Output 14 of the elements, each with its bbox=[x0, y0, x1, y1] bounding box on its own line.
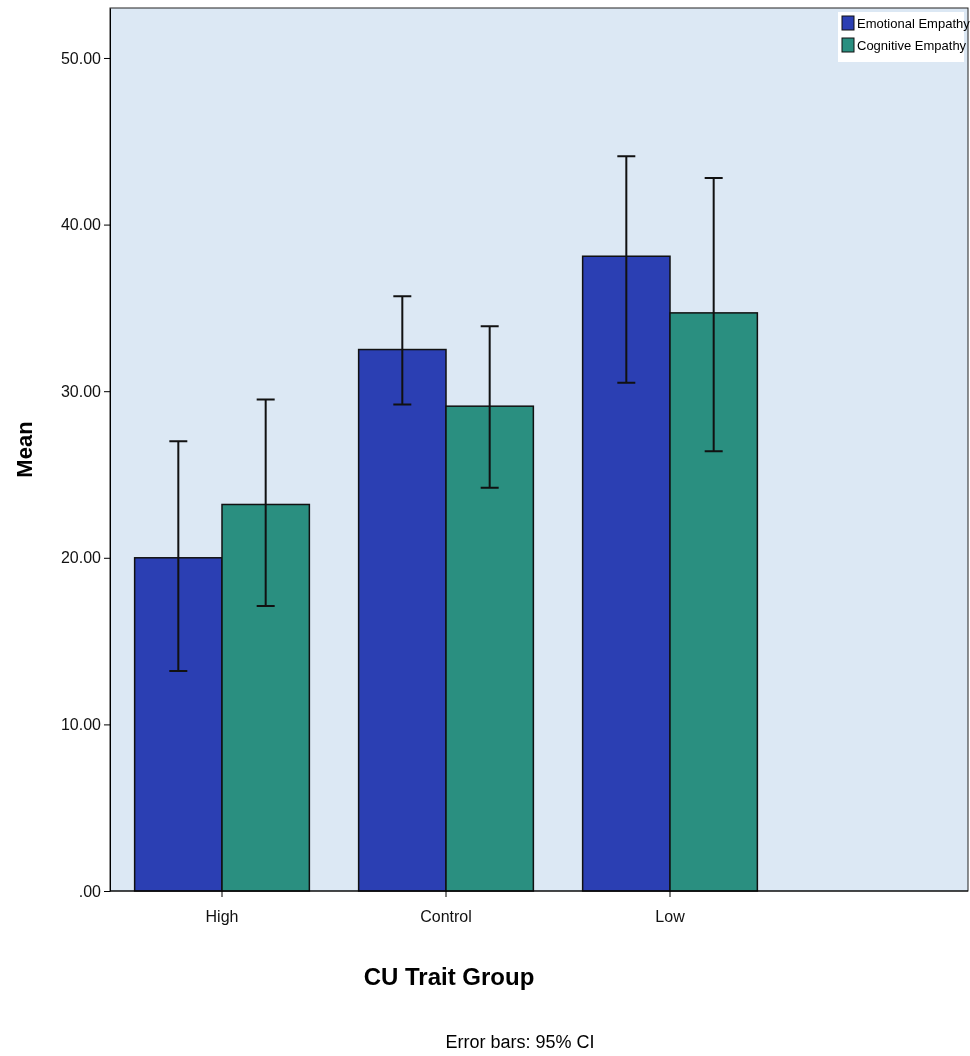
y-tick-label: 20.00 bbox=[60, 549, 102, 567]
legend-label: Emotional Empathy bbox=[857, 16, 970, 31]
x-tick-label: Low bbox=[655, 908, 686, 926]
y-tick-label: 50.00 bbox=[60, 49, 102, 67]
text: Error bars: 95% CI bbox=[445, 1032, 595, 1052]
legend-label: Cognitive Empathy bbox=[857, 38, 967, 53]
x-tick-label: High bbox=[205, 908, 239, 926]
y-tick-label: .00 bbox=[78, 882, 102, 900]
y-tick-label: 30.00 bbox=[60, 382, 102, 400]
x-axis-title: CU Trait Group bbox=[363, 963, 535, 990]
y-axis-title: Mean bbox=[12, 421, 37, 478]
y-tick-label: 10.00 bbox=[60, 716, 102, 734]
x-tick-label: Control bbox=[420, 908, 472, 926]
y-tick-label: 40.00 bbox=[60, 216, 102, 234]
